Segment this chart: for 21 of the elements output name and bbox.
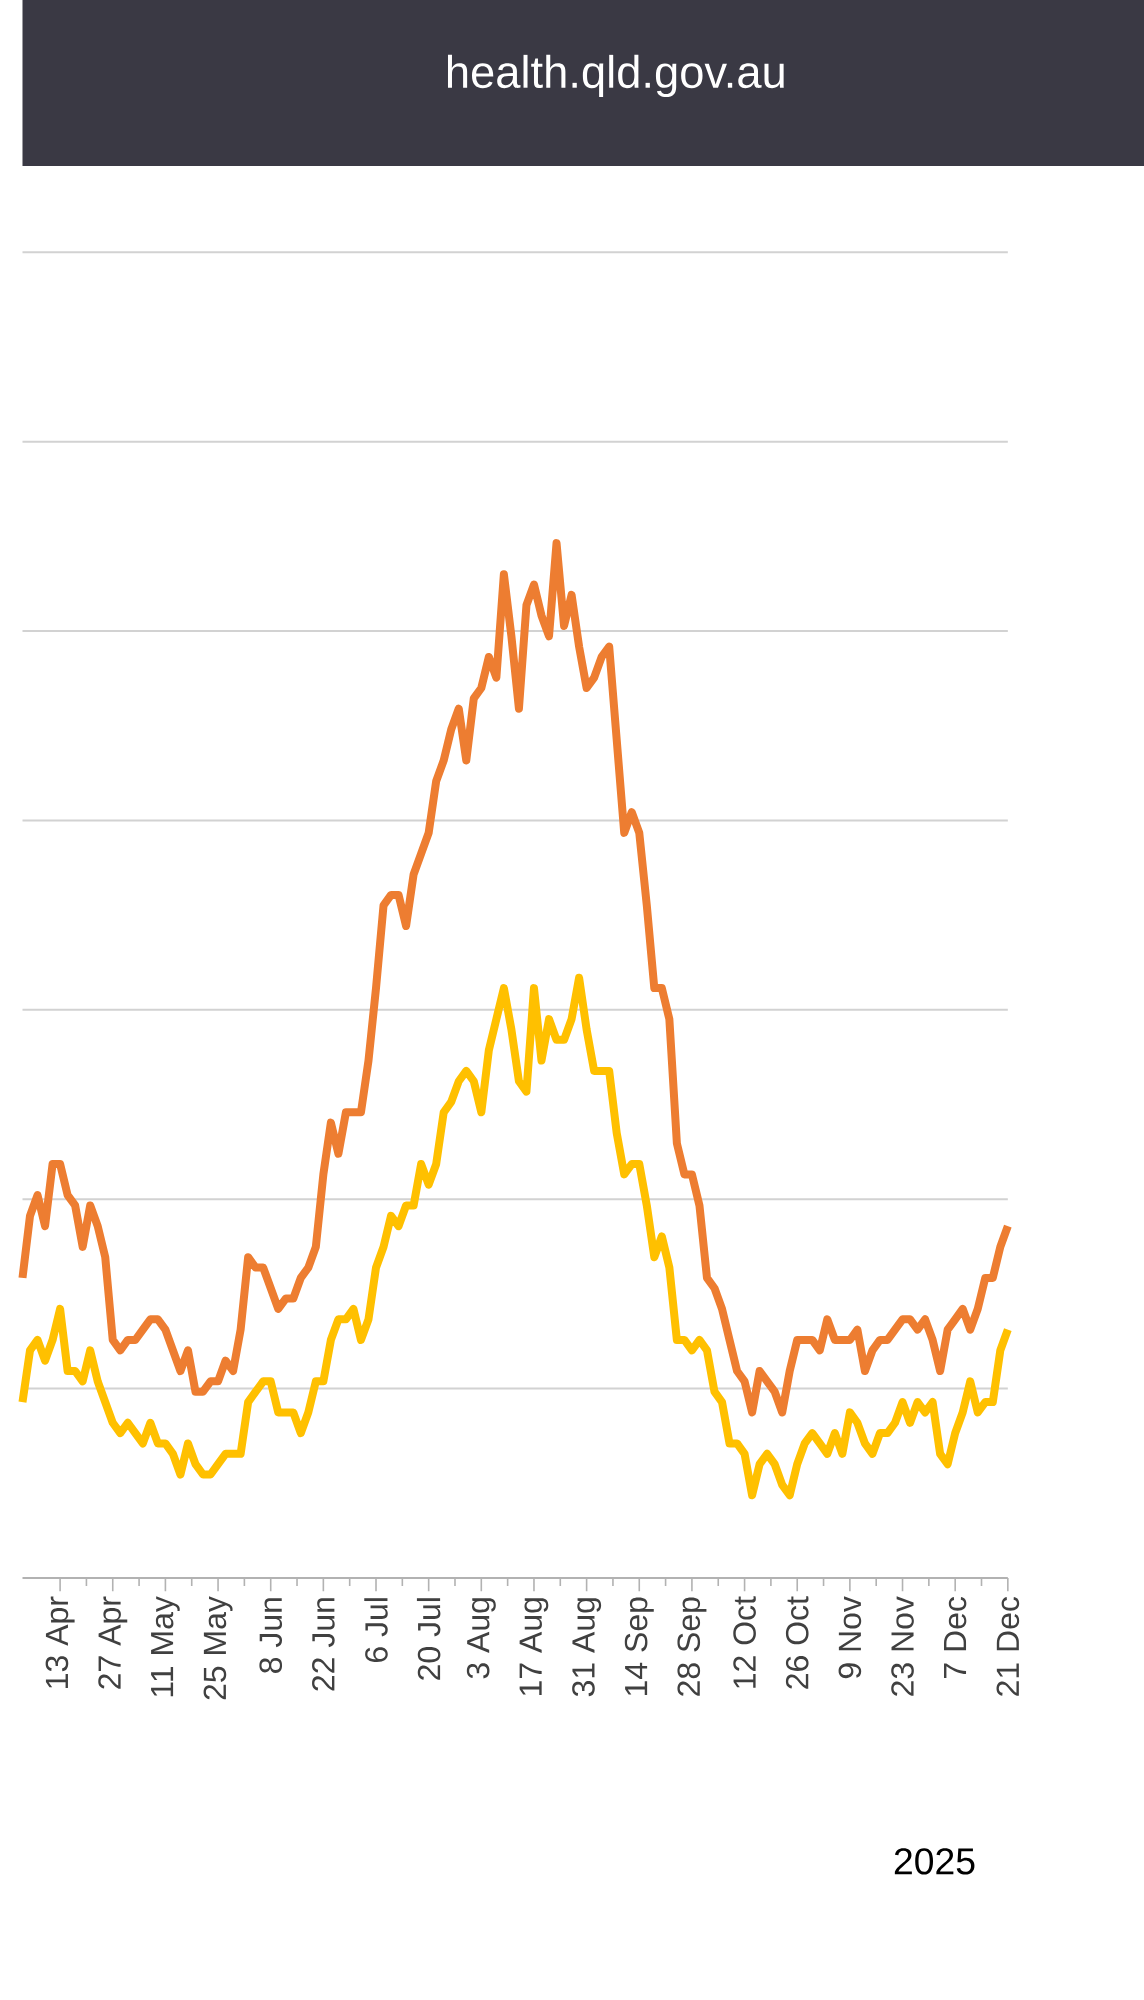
- x-tick-label: 3 Aug: [466, 1598, 496, 1679]
- text: 2025: [894, 1848, 975, 1875]
- x-tick-label: 31 Aug: [571, 1598, 601, 1697]
- x-tick-label: 7 Dec: [943, 1596, 967, 1678]
- x-tick-label: 23 Nov: [890, 1596, 914, 1696]
- x-tick-label: 13 Apr: [45, 1596, 75, 1688]
- x-tick-label: 6 Jul: [364, 1598, 388, 1662]
- x-tick-label: 14 Sep: [624, 1597, 654, 1696]
- x-tick-label: 11 May: [150, 1596, 180, 1697]
- x-tick-label: 21 Dec: [996, 1596, 1019, 1696]
- x-tick-label: 17 Aug: [519, 1598, 549, 1696]
- x-tick-label: 20 Jul: [416, 1598, 441, 1680]
- x-tick-label: 28 Sep: [677, 1597, 707, 1696]
- x-tick-label: 22 Jun: [311, 1598, 335, 1691]
- x-tick-label: 9 Nov: [838, 1596, 861, 1679]
- text: health.qld.gov.au: [447, 54, 784, 98]
- x-tick-label: 8 Jun: [259, 1598, 282, 1673]
- x-tick-label: 26 Oct: [785, 1596, 809, 1689]
- x-tick-label: 12 Oct: [733, 1596, 756, 1688]
- x-tick-label: 27 Apr: [98, 1596, 128, 1689]
- x-tick-label: 25 May: [203, 1596, 233, 1700]
